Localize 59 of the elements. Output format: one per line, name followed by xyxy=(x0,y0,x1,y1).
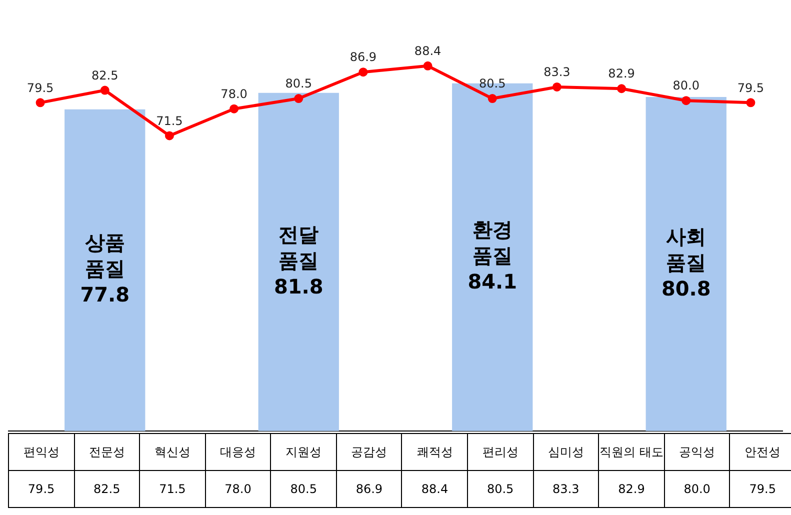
data-label: 80.5 xyxy=(468,470,534,508)
text: 86.9 xyxy=(350,50,377,64)
text: 79.5 xyxy=(26,80,54,95)
data-label: 79.5 xyxy=(730,470,791,508)
x-tick-label: 공감성 xyxy=(336,434,402,470)
x-tick-label: 전문성 xyxy=(74,434,140,470)
x-tick-label: 편리성 xyxy=(468,434,534,470)
data-label: 80.5 xyxy=(270,470,336,508)
point xyxy=(358,68,368,77)
bar xyxy=(258,92,339,431)
x-tick-label: 쾌적성 xyxy=(402,434,468,470)
text: 79.5 xyxy=(737,80,764,95)
point xyxy=(36,98,45,108)
data-label: 78.0 xyxy=(205,470,271,508)
annotation: 전달 품질 xyxy=(278,222,319,272)
data-label: 84.1 xyxy=(468,270,518,294)
point xyxy=(100,86,110,95)
data-label: 80.0 xyxy=(664,470,730,508)
point xyxy=(617,84,626,94)
x-tick-label: 공익성 xyxy=(664,434,730,470)
annotation: 환경 품질 xyxy=(472,218,512,268)
x-tick-label: 혁신성 xyxy=(140,434,206,470)
point xyxy=(746,98,756,108)
x-tick-label: 지원성 xyxy=(270,434,336,470)
x-tick-label: 직원의 태도 xyxy=(598,434,664,470)
text: 80.0 xyxy=(672,78,700,93)
text: 71.5 xyxy=(156,114,183,128)
text: 88.4 xyxy=(414,44,442,58)
point xyxy=(230,104,239,114)
point xyxy=(682,96,691,106)
annotation: 상품 품질 xyxy=(84,230,125,281)
text: 82.5 xyxy=(92,68,118,82)
text: 80.5 xyxy=(479,76,506,91)
x-tick-label: 안전성 xyxy=(730,434,791,470)
data-label: 77.8 xyxy=(80,282,130,307)
text: 80.5 xyxy=(285,76,312,91)
point xyxy=(164,131,174,140)
data-label: 71.5 xyxy=(140,470,206,508)
data-label: 83.3 xyxy=(533,470,599,508)
point xyxy=(552,82,562,92)
data-label: 81.8 xyxy=(274,274,324,298)
text: 83.3 xyxy=(544,65,570,80)
data-label: 82.9 xyxy=(598,470,664,508)
data-label: 80.8 xyxy=(661,276,711,300)
bar xyxy=(64,109,146,431)
text: 78.0 xyxy=(220,86,248,101)
annotation: 사회 품질 xyxy=(666,224,706,274)
point xyxy=(294,94,304,104)
x-tick-label: 심미성 xyxy=(533,434,599,470)
bar xyxy=(646,96,726,431)
data-label: 88.4 xyxy=(402,470,468,508)
point xyxy=(423,61,432,70)
data-label: 82.5 xyxy=(74,470,140,508)
text: 82.9 xyxy=(608,66,635,81)
x-tick-label: 편익성 xyxy=(8,434,74,470)
data-label: 79.5 xyxy=(8,470,74,508)
x-tick-label: 대응성 xyxy=(205,434,271,470)
data-label: 86.9 xyxy=(336,470,402,508)
point xyxy=(488,94,497,104)
